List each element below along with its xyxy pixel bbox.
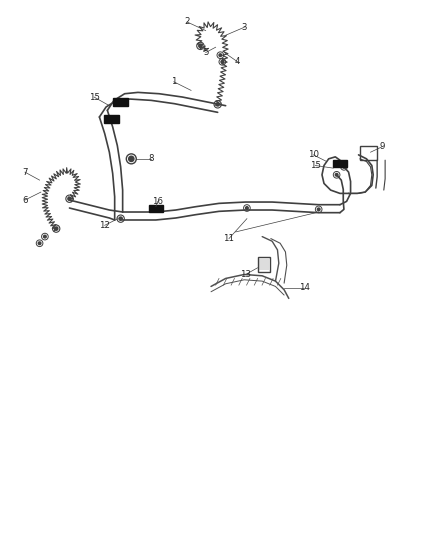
Text: 10: 10 [308, 150, 319, 159]
Circle shape [43, 235, 46, 238]
Text: 4: 4 [235, 58, 240, 66]
Bar [259, 259, 269, 270]
Bar [148, 205, 163, 212]
Circle shape [119, 217, 122, 220]
Circle shape [343, 165, 345, 168]
Circle shape [216, 103, 219, 106]
Circle shape [221, 61, 224, 63]
Text: 2: 2 [184, 18, 190, 27]
Text: 7: 7 [22, 168, 28, 176]
Circle shape [55, 227, 58, 230]
Bar [332, 159, 347, 167]
Text: 13: 13 [240, 270, 251, 279]
Bar [258, 257, 270, 272]
Text: 6: 6 [22, 196, 28, 205]
Circle shape [68, 197, 71, 200]
Text: 15: 15 [88, 93, 99, 102]
Circle shape [318, 208, 320, 211]
Text: 11: 11 [223, 234, 234, 243]
Text: 3: 3 [241, 23, 247, 32]
Circle shape [219, 54, 222, 56]
Text: 8: 8 [148, 155, 154, 163]
Text: 14: 14 [299, 283, 310, 292]
Text: 1: 1 [171, 77, 177, 86]
Bar [113, 98, 128, 106]
Text: 15: 15 [310, 161, 321, 170]
Bar [104, 115, 119, 123]
Text: 9: 9 [379, 142, 385, 151]
Circle shape [336, 173, 338, 176]
Circle shape [199, 44, 202, 47]
Circle shape [38, 242, 41, 245]
Text: 5: 5 [203, 48, 208, 57]
Text: 12: 12 [99, 221, 110, 230]
Circle shape [246, 207, 248, 209]
Text: 16: 16 [152, 197, 163, 206]
Bar [360, 146, 377, 160]
Circle shape [129, 156, 134, 161]
